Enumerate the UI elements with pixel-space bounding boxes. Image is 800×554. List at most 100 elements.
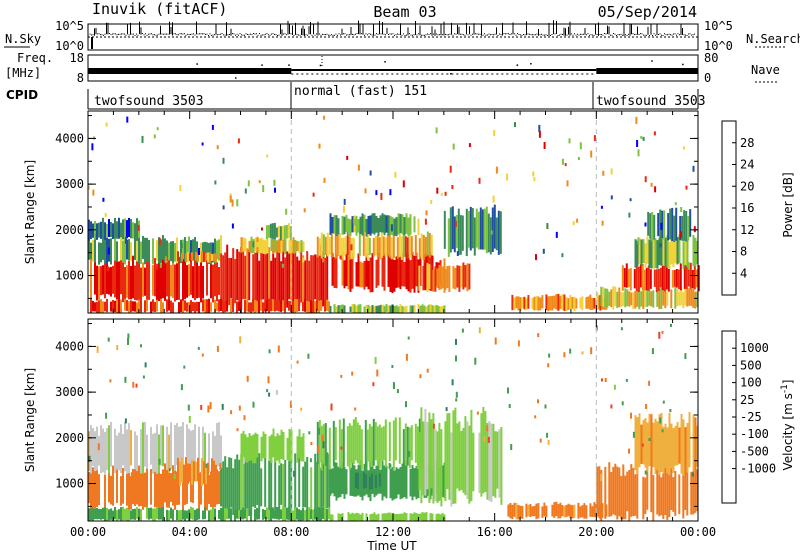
heatmap-cell bbox=[429, 304, 432, 313]
heatmap-cell bbox=[270, 458, 273, 511]
heatmap-cell bbox=[636, 289, 639, 307]
heatmap-cell bbox=[272, 238, 275, 254]
heatmap-cell bbox=[186, 510, 188, 519]
heatmap-cell bbox=[411, 465, 414, 501]
heatmap-cell bbox=[124, 235, 126, 265]
heatmap-cell bbox=[628, 448, 630, 454]
heatmap-cell bbox=[376, 426, 379, 466]
heatmap-cell bbox=[620, 327, 623, 331]
heatmap-cell bbox=[267, 225, 270, 238]
heatmap-cell bbox=[632, 431, 635, 438]
heatmap-cell bbox=[220, 508, 222, 521]
heatmap-cell bbox=[142, 466, 144, 510]
heatmap-cell bbox=[640, 239, 643, 266]
heatmap-cell bbox=[108, 219, 110, 237]
heatmap-cell bbox=[343, 260, 346, 289]
heatmap-cell bbox=[218, 267, 220, 295]
heatmap-cell bbox=[228, 457, 231, 516]
heatmap-cell bbox=[224, 456, 227, 518]
heatmap-cell bbox=[374, 235, 377, 256]
heatmap-cell bbox=[280, 429, 283, 460]
heatmap-cell bbox=[264, 453, 267, 507]
heatmap-cell bbox=[351, 371, 354, 376]
heatmap-cell bbox=[649, 213, 652, 239]
heatmap-cell bbox=[399, 304, 402, 313]
heatmap-cell bbox=[379, 304, 382, 313]
heatmap-cell bbox=[415, 252, 418, 287]
heatmap-cell bbox=[600, 474, 603, 481]
heatmap-cell bbox=[156, 299, 158, 312]
heatmap-cell bbox=[244, 510, 246, 519]
heatmap-cell bbox=[206, 259, 208, 296]
heatmap-cell bbox=[353, 304, 356, 313]
heatmap-cell bbox=[222, 461, 225, 509]
heatmap-cell bbox=[278, 247, 281, 304]
heatmap-cell bbox=[674, 286, 677, 309]
heatmap-cell bbox=[114, 300, 116, 313]
heatmap-cell bbox=[660, 477, 663, 516]
heatmap-cell bbox=[553, 502, 556, 518]
colorbar-label: 16 bbox=[740, 201, 754, 215]
heatmap-cell bbox=[132, 468, 134, 505]
heatmap-cell bbox=[110, 301, 112, 312]
heatmap-cell bbox=[146, 237, 148, 262]
heatmap-cell bbox=[419, 374, 422, 379]
heatmap-cell bbox=[378, 237, 381, 260]
heatmap-cell bbox=[350, 425, 353, 464]
colorbar-label: 20 bbox=[740, 179, 754, 193]
heatmap-cell bbox=[170, 473, 172, 502]
heatmap-cell bbox=[116, 221, 118, 239]
heatmap-cell bbox=[409, 305, 412, 313]
heatmap-cell bbox=[326, 452, 329, 509]
heatmap-cell bbox=[388, 422, 391, 462]
heatmap-cell bbox=[262, 509, 264, 520]
heatmap-cell bbox=[434, 266, 437, 292]
freq-outlier bbox=[650, 70, 653, 72]
heatmap-cell bbox=[357, 253, 360, 287]
heatmap-cell bbox=[385, 215, 388, 233]
heatmap-cell bbox=[369, 257, 372, 293]
heatmap-cell bbox=[168, 257, 170, 303]
heatmap-cell bbox=[224, 301, 226, 313]
heatmap-cell bbox=[375, 215, 378, 233]
heatmap-cell bbox=[561, 505, 564, 517]
heatmap-cell bbox=[268, 349, 271, 354]
heatmap-cell bbox=[422, 265, 425, 291]
heatmap-cell bbox=[426, 421, 429, 490]
heatmap-cell bbox=[547, 296, 550, 312]
heatmap-cell bbox=[172, 302, 174, 313]
heatmap-cell bbox=[645, 404, 648, 409]
heatmap-cell bbox=[407, 336, 410, 340]
heatmap-cell bbox=[355, 305, 358, 313]
heatmap-cell bbox=[375, 259, 378, 288]
heatmap-cell bbox=[192, 239, 194, 261]
y-tick-label: 1000 bbox=[55, 477, 84, 491]
heatmap-cell bbox=[104, 507, 106, 521]
freq-outlier bbox=[450, 73, 452, 75]
heatmap-cell bbox=[198, 426, 200, 473]
heatmap-cell bbox=[651, 212, 654, 242]
heatmap-cell bbox=[579, 506, 582, 518]
heatmap-cell bbox=[353, 465, 356, 497]
heatmap-cell bbox=[593, 502, 596, 518]
heatmap-cell bbox=[140, 471, 142, 506]
y-tick-label: 3000 bbox=[55, 177, 84, 191]
heatmap-cell bbox=[174, 242, 176, 262]
heatmap-cell bbox=[114, 506, 116, 520]
heatmap-cell bbox=[280, 463, 283, 505]
heatmap-cell bbox=[232, 468, 235, 515]
heatmap-cell bbox=[384, 237, 387, 257]
heatmap-cell bbox=[254, 300, 256, 313]
heatmap-cell bbox=[684, 353, 687, 360]
heatmap-cell bbox=[479, 207, 482, 250]
heatmap-cell bbox=[206, 299, 208, 313]
heatmap-cell bbox=[425, 512, 428, 521]
heatmap-cell bbox=[692, 235, 695, 267]
heatmap-cell bbox=[97, 443, 100, 451]
heatmap-cell bbox=[664, 287, 667, 309]
station-title: Inuvik (fitACF) bbox=[92, 0, 227, 18]
heatmap-cell bbox=[674, 471, 677, 516]
heatmap-cell bbox=[136, 302, 138, 313]
heatmap-cell bbox=[159, 262, 162, 268]
